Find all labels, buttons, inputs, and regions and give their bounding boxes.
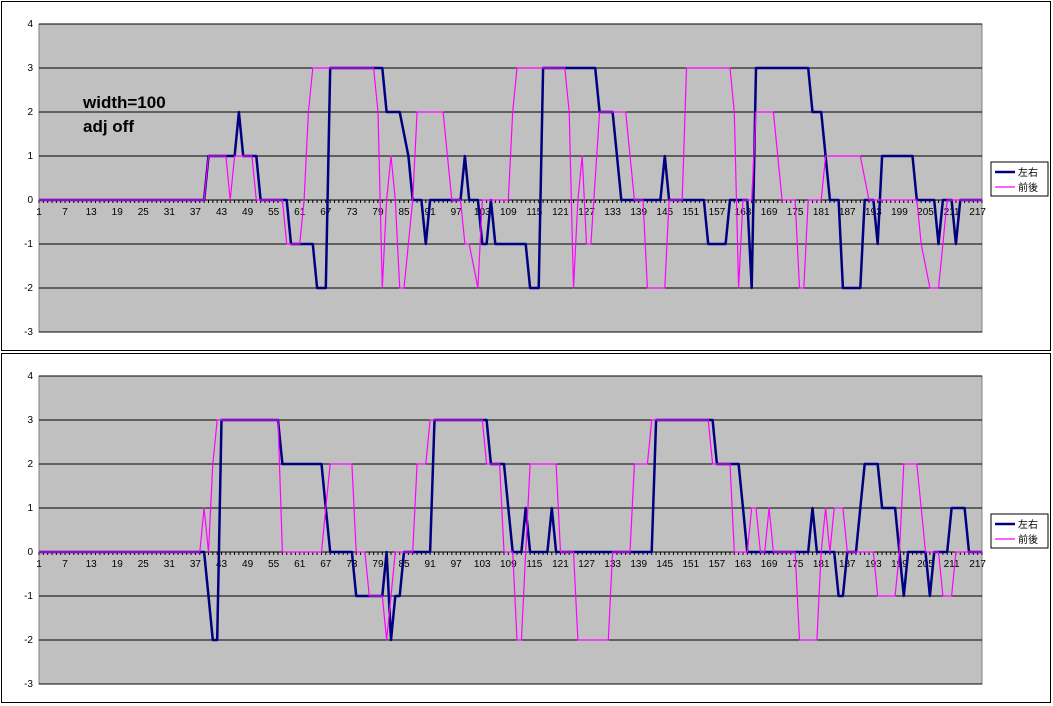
x-tick-label: 13 bbox=[86, 207, 98, 218]
x-tick-label: 145 bbox=[656, 559, 673, 570]
x-tick-label: 97 bbox=[451, 207, 463, 218]
x-tick-label: 169 bbox=[761, 559, 778, 570]
x-tick-label: 127 bbox=[578, 559, 595, 570]
x-tick-label: 7 bbox=[62, 559, 68, 570]
x-tick-label: 19 bbox=[112, 207, 124, 218]
y-tick-label: -2 bbox=[24, 283, 33, 294]
legend-label: 前後 bbox=[1018, 181, 1038, 194]
x-tick-label: 121 bbox=[552, 207, 569, 218]
x-tick-label: 169 bbox=[761, 207, 778, 218]
x-tick-label: 91 bbox=[425, 207, 437, 218]
x-tick-label: 37 bbox=[190, 559, 202, 570]
legend-label: 前後 bbox=[1018, 533, 1038, 546]
y-tick-label: 2 bbox=[27, 107, 33, 118]
annotation-text: adj off bbox=[83, 117, 134, 136]
y-tick-label: -3 bbox=[24, 327, 33, 338]
x-tick-label: 181 bbox=[813, 559, 830, 570]
y-tick-label: 1 bbox=[27, 151, 33, 162]
y-tick-label: 3 bbox=[27, 63, 33, 74]
x-tick-label: 163 bbox=[735, 559, 752, 570]
x-tick-label: 1 bbox=[36, 207, 42, 218]
y-tick-label: 0 bbox=[27, 195, 33, 206]
x-tick-label: 79 bbox=[372, 207, 384, 218]
x-tick-label: 193 bbox=[865, 559, 882, 570]
x-tick-label: 43 bbox=[216, 207, 228, 218]
y-tick-label: 1 bbox=[27, 503, 33, 514]
x-tick-label: 25 bbox=[138, 559, 150, 570]
x-tick-label: 37 bbox=[190, 207, 202, 218]
y-tick-label: 4 bbox=[27, 19, 33, 30]
series-line-front-back bbox=[39, 67, 982, 289]
legend-label: 左右 bbox=[1018, 518, 1038, 531]
chart-panel-bottom: 4 3 2 1 0 -1 -2 -3 1 7 13 19 25 31 37 43 49 55 61 67 73 79 85 9… bbox=[1, 353, 1051, 703]
x-tick-label: 31 bbox=[164, 559, 176, 570]
legend-box bbox=[990, 161, 1049, 197]
x-tick-label: 145 bbox=[656, 207, 673, 218]
y-tick-label: 2 bbox=[27, 459, 33, 470]
annotation-text: width=100 bbox=[82, 93, 166, 112]
x-tick-label: 55 bbox=[268, 207, 280, 218]
x-tick-label: 31 bbox=[164, 207, 176, 218]
y-tick-label: 0 bbox=[27, 547, 33, 558]
x-tick-label: 211 bbox=[944, 559, 960, 570]
x-tick-label: 1 bbox=[36, 559, 42, 570]
chart-panel-top: 4 3 2 1 0 -1 -2 -3 1 7 13 19 25 31 37 43 49 55 61 67 73 79 85 9… bbox=[1, 1, 1051, 351]
plot-area bbox=[38, 23, 983, 333]
x-tick-label: 103 bbox=[474, 207, 491, 218]
x-tick-label: 115 bbox=[526, 559, 542, 570]
series-line-left-right bbox=[39, 418, 982, 642]
x-tick-label: 13 bbox=[86, 559, 98, 570]
x-tick-label: 85 bbox=[398, 207, 410, 218]
y-tick-label: 3 bbox=[27, 415, 33, 426]
legend-box bbox=[990, 513, 1049, 549]
y-tick-label: -2 bbox=[24, 635, 33, 646]
x-tick-label: 115 bbox=[526, 207, 542, 218]
x-tick-label: 163 bbox=[735, 207, 752, 218]
series-line-front-back bbox=[39, 419, 982, 641]
x-tick-label: 97 bbox=[451, 559, 463, 570]
x-tick-label: 79 bbox=[372, 559, 384, 570]
x-tick-label: 217 bbox=[969, 559, 986, 570]
x-tick-label: 19 bbox=[112, 559, 124, 570]
x-tick-label: 217 bbox=[969, 207, 986, 218]
x-tick-label: 49 bbox=[242, 559, 254, 570]
y-tick-label: -1 bbox=[24, 591, 33, 602]
x-tick-label: 85 bbox=[398, 559, 410, 570]
x-tick-label: 139 bbox=[630, 559, 647, 570]
x-tick-label: 187 bbox=[839, 207, 856, 218]
y-tick-label: -1 bbox=[24, 239, 33, 250]
x-tick-label: 55 bbox=[268, 559, 280, 570]
x-tick-label: 43 bbox=[216, 559, 228, 570]
x-tick-label: 25 bbox=[138, 207, 150, 218]
x-tick-label: 7 bbox=[62, 207, 68, 218]
x-tick-label: 181 bbox=[813, 207, 830, 218]
x-tick-label: 109 bbox=[500, 559, 517, 570]
x-tick-label: 133 bbox=[604, 207, 621, 218]
x-tick-label: 73 bbox=[346, 207, 358, 218]
y-tick-label: -3 bbox=[24, 679, 33, 690]
x-tick-label: 103 bbox=[474, 559, 491, 570]
x-tick-label: 157 bbox=[709, 559, 726, 570]
x-tick-label: 205 bbox=[917, 207, 934, 218]
x-tick-label: 157 bbox=[709, 207, 726, 218]
x-tick-label: 67 bbox=[320, 207, 332, 218]
x-tick-label: 91 bbox=[425, 559, 437, 570]
y-tick-label: 4 bbox=[27, 371, 33, 382]
x-tick-label: 151 bbox=[682, 559, 699, 570]
x-tick-label: 49 bbox=[242, 207, 254, 218]
x-tick-label: 67 bbox=[320, 559, 332, 570]
x-tick-label: 127 bbox=[578, 207, 595, 218]
x-tick-label: 61 bbox=[294, 207, 306, 218]
x-tick-label: 187 bbox=[839, 559, 856, 570]
x-tick-label: 109 bbox=[500, 207, 517, 218]
x-tick-label: 121 bbox=[552, 559, 569, 570]
x-tick-label: 133 bbox=[604, 559, 621, 570]
x-tick-label: 61 bbox=[294, 559, 306, 570]
x-tick-label: 139 bbox=[630, 207, 647, 218]
x-tick-label: 151 bbox=[682, 207, 699, 218]
legend-label: 左右 bbox=[1018, 166, 1038, 179]
x-tick-label: 199 bbox=[891, 207, 908, 218]
